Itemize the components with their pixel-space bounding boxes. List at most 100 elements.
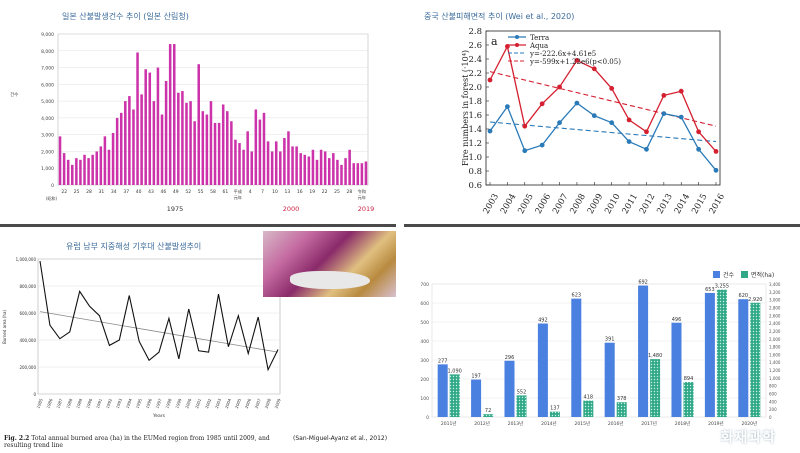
x-tick-label: 13: [285, 189, 291, 195]
data-bar: [234, 139, 237, 185]
data-label-area: 2,920: [748, 297, 762, 303]
y-tick-label: 200,000: [19, 365, 36, 370]
series-point: [696, 129, 702, 135]
data-bar: [58, 136, 62, 185]
map-sea-shape: [290, 271, 370, 289]
y-tick-label: 2,000: [41, 149, 54, 155]
x-tick-label: 4: [249, 189, 252, 195]
x-tick-label: 2000: [184, 397, 192, 409]
count-bar: [571, 298, 582, 417]
y-tick-label: 5,000: [41, 99, 54, 105]
chart-title: 유럽 남부 지중해성 기후대 산불발생추이: [66, 242, 202, 251]
data-label-area: 3,255: [715, 284, 729, 290]
y-tick-label: 9,000: [41, 32, 54, 38]
legend-label: Terra: [530, 34, 549, 42]
x-tick-label: 1992: [105, 397, 113, 409]
data-bar: [136, 52, 139, 186]
y-tick-label: 2.0: [468, 83, 482, 93]
x-tick-label: 1998: [164, 397, 172, 409]
caption-text: Total annual burned area (ha) in the EUM…: [4, 435, 270, 449]
series-point: [487, 128, 493, 134]
y-tick-label: 1.0: [468, 153, 482, 163]
data-bar: [79, 159, 82, 185]
x-tick-label: 52: [185, 189, 191, 195]
data-bar: [177, 92, 180, 185]
x-tick-label: 2010: [603, 192, 622, 216]
area-bar: [616, 402, 627, 417]
x-tick-label: 2020년: [742, 420, 758, 427]
x-tick-label: 平成: [234, 188, 242, 195]
y-tick-label: 3,000: [41, 133, 54, 139]
data-label-area: 137: [550, 406, 560, 412]
x-tick-label: 16: [297, 189, 303, 195]
x-tick-label: 2008: [568, 192, 587, 216]
data-bar: [319, 149, 323, 185]
x-tick-label: 49: [173, 189, 179, 195]
plot-frame: [37, 258, 281, 395]
y-tick-label-right: 400: [769, 399, 777, 404]
data-bar: [172, 44, 176, 185]
count-bar: [504, 360, 515, 417]
data-bar: [266, 141, 270, 185]
x-tick-label: 22: [61, 189, 67, 195]
x-tick-label: 2011: [621, 192, 640, 216]
korea-chart-panel: 0 100 200 300 400 500 600 700 0 200 400 600 800 1,000…: [404, 231, 800, 453]
trend-line: [39, 311, 279, 353]
y-tick-label-right: 3,000: [769, 298, 781, 303]
series-point: [713, 149, 719, 154]
x-tick-label: 37: [123, 189, 129, 195]
series-point: [609, 120, 615, 126]
series-line: [489, 102, 717, 171]
y-tick-label-left: 0: [426, 415, 429, 421]
plot-area: [431, 283, 767, 418]
x-tick-label: 25: [334, 189, 340, 195]
data-bar: [291, 146, 294, 185]
data-bar: [307, 156, 311, 185]
x-tick-label: 28: [347, 189, 353, 195]
data-bar: [274, 141, 278, 185]
figure-caption: Fig. 2.2 Total annual burned area (ha) i…: [4, 435, 286, 449]
data-bar: [193, 121, 196, 185]
data-bar: [119, 112, 123, 185]
y-tick-label-right: 2,800: [769, 305, 781, 310]
count-bar: [738, 299, 749, 417]
y-tick-label-right: 1,000: [769, 376, 781, 381]
x-tick-label: 46: [161, 189, 167, 195]
y-axis-label: Burned area (ha): [2, 310, 7, 344]
data-bar: [348, 149, 351, 185]
y-tick-label-left: 200: [420, 377, 429, 383]
x-tick-label: 2005: [234, 397, 242, 409]
panel-letter: a: [491, 35, 498, 48]
legend-label: Aqua: [529, 42, 548, 50]
data-label-count: 492: [538, 318, 548, 324]
y-tick-label-right: 3,200: [769, 290, 781, 295]
data-bar: [217, 122, 221, 185]
x-tick-label: 1995: [135, 397, 143, 409]
data-bar: [181, 91, 184, 185]
data-bar: [107, 149, 111, 185]
y-tick-label: 0.6: [468, 181, 482, 191]
x-tick-label: 2019년: [708, 420, 724, 427]
data-bar: [258, 119, 262, 185]
data-label-area: 552: [517, 389, 527, 395]
y-tick-label: 1.6: [468, 111, 482, 121]
caption-label: Fig. 2.2: [4, 435, 30, 442]
data-bar: [128, 96, 131, 185]
europe-chart-panel: 유럽 남부 지중해성 기후대 산불발생추이 0 200,000 400,000 600…: [0, 231, 396, 453]
legend-swatch: [515, 43, 519, 47]
data-bar: [344, 158, 347, 185]
y-tick-label: 2.4: [468, 55, 482, 65]
y-tick-label-right: 2,000: [769, 337, 781, 342]
y-tick-label: 600,000: [19, 311, 36, 316]
y-tick-label-right: 2,200: [769, 329, 781, 334]
data-label-area: 1,480: [648, 353, 662, 359]
legend-swatch: [741, 271, 748, 278]
area-bar: [583, 400, 594, 417]
china-chart-panel: 중국 산불피해면적 추이 (Wei et al., 2020) 0.6 0.8 1.…: [404, 0, 800, 222]
series-point: [678, 88, 684, 94]
area-bar: [683, 382, 694, 417]
x-tick-label: 2014: [673, 192, 692, 216]
y-tick-label-right: 0: [769, 415, 772, 420]
series-point: [696, 146, 702, 152]
x-tick-label: 19: [309, 189, 315, 195]
